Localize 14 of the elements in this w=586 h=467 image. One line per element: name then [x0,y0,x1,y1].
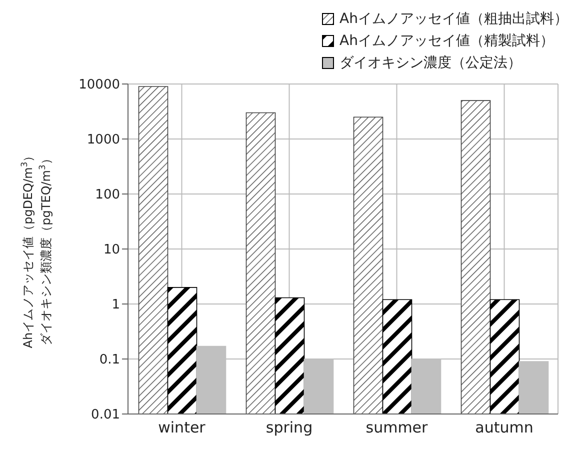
y-tick-label: 0.01 [91,408,120,423]
x-tick-label: autumn [475,418,534,437]
x-tick-label: spring [266,418,313,437]
legend-label: ダイオキシン濃度（公定法） [340,54,522,73]
y-tick-label: 1000 [86,132,120,148]
y-tick-label: 10000 [78,78,120,93]
y-tick-label: 10 [103,242,120,258]
y-tick-label: 100 [95,188,120,203]
y-tick-label: 0.1 [99,352,120,368]
legend-label: Ahイムノアッセイ値（粗抽出試料） [340,10,568,29]
legend-label: Ahイムノアッセイ値（精製試料） [340,32,554,51]
x-tick-label: winter [158,418,206,437]
x-tick-label: summer [366,418,429,437]
y-tick-label: 1 [112,298,120,313]
